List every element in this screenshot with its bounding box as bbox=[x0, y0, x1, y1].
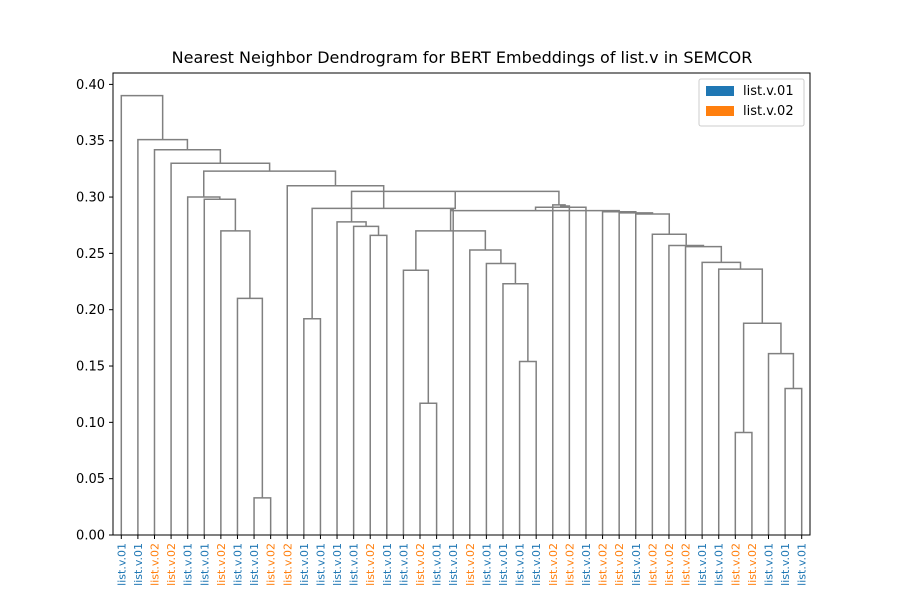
legend-label-list-v-02: list.v.02 bbox=[743, 104, 794, 119]
y-tick-label: 0.35 bbox=[76, 134, 105, 149]
chart-title: Nearest Neighbor Dendrogram for BERT Emb… bbox=[172, 48, 753, 67]
y-tick-label: 0.30 bbox=[76, 191, 105, 206]
legend: list.v.01 list.v.02 bbox=[698, 78, 805, 127]
leaf-label: list.v.01 bbox=[713, 543, 726, 586]
y-tick-label: 0.10 bbox=[76, 416, 105, 431]
leaf-label: list.v.01 bbox=[331, 543, 344, 586]
leaf-label: list.v.01 bbox=[514, 543, 527, 586]
leaf-label: list.v.02 bbox=[746, 543, 759, 586]
leaf-label: list.v.02 bbox=[646, 543, 659, 586]
legend-swatch-list-v-02 bbox=[706, 106, 734, 116]
leaf-label: list.v.01 bbox=[779, 543, 792, 586]
leaf-label: list.v.01 bbox=[198, 543, 211, 586]
leaf-label: list.v.01 bbox=[298, 543, 311, 586]
leaf-label: list.v.01 bbox=[763, 543, 776, 586]
leaf-label: list.v.02 bbox=[165, 543, 178, 586]
leaf-label: list.v.02 bbox=[364, 543, 377, 586]
leaf-label: list.v.01 bbox=[796, 543, 809, 586]
leaf-label: list.v.01 bbox=[348, 543, 361, 586]
y-tick-label: 0.25 bbox=[76, 247, 105, 262]
leaf-label: list.v.01 bbox=[248, 543, 261, 586]
leaf-label: list.v.02 bbox=[414, 543, 427, 586]
leaf-label: list.v.01 bbox=[480, 543, 493, 586]
leaf-label: list.v.01 bbox=[580, 543, 593, 586]
plot-frame bbox=[112, 72, 811, 536]
leaf-label: list.v.02 bbox=[215, 543, 228, 586]
leaf-label: list.v.02 bbox=[547, 543, 560, 586]
leaf-label: list.v.02 bbox=[464, 543, 477, 586]
leaf-label: list.v.01 bbox=[397, 543, 410, 586]
leaf-label: list.v.01 bbox=[231, 543, 244, 586]
y-tick-label: 0.00 bbox=[76, 529, 105, 544]
leaf-label: list.v.02 bbox=[563, 543, 576, 586]
leaf-label: list.v.02 bbox=[281, 543, 294, 586]
leaf-label: list.v.01 bbox=[431, 543, 444, 586]
y-axis: 0.00 0.05 0.10 0.15 0.20 0.25 0.30 0.35 0.40 bbox=[76, 78, 113, 544]
leaf-label: list.v.01 bbox=[132, 543, 145, 586]
leaf-label: list.v.02 bbox=[148, 543, 161, 586]
leaf-label: list.v.01 bbox=[530, 543, 543, 586]
dendrogram-link bbox=[120, 94, 164, 535]
y-tick-label: 0.15 bbox=[76, 360, 105, 375]
legend-swatch-list-v-01 bbox=[706, 86, 734, 96]
leaf-label: list.v.01 bbox=[497, 543, 510, 586]
leaf-label: list.v.02 bbox=[265, 543, 278, 586]
legend-label-list-v-01: list.v.01 bbox=[743, 84, 794, 99]
leaf-label: list.v.02 bbox=[613, 543, 626, 586]
leaf-label: list.v.01 bbox=[381, 543, 394, 586]
leaf-label: list.v.02 bbox=[597, 543, 610, 586]
leaf-labels: list.v.01 list.v.01 list.v.02 list.v.02 list… bbox=[115, 535, 809, 586]
dendrogram-links bbox=[120, 94, 803, 535]
leaf-label: list.v.01 bbox=[696, 543, 709, 586]
leaf-label: list.v.02 bbox=[729, 543, 742, 586]
y-tick-label: 0.20 bbox=[76, 303, 105, 318]
leaf-label: list.v.01 bbox=[447, 543, 460, 586]
leaf-label: list.v.01 bbox=[115, 543, 128, 586]
y-tick-label: 0.05 bbox=[76, 472, 105, 487]
leaf-label: list.v.01 bbox=[182, 543, 195, 586]
leaf-label: list.v.02 bbox=[680, 543, 693, 586]
leaf-label: list.v.01 bbox=[314, 543, 327, 586]
leaf-label: list.v.02 bbox=[663, 543, 676, 586]
y-tick-label: 0.40 bbox=[76, 78, 105, 93]
leaf-label: list.v.01 bbox=[630, 543, 643, 586]
